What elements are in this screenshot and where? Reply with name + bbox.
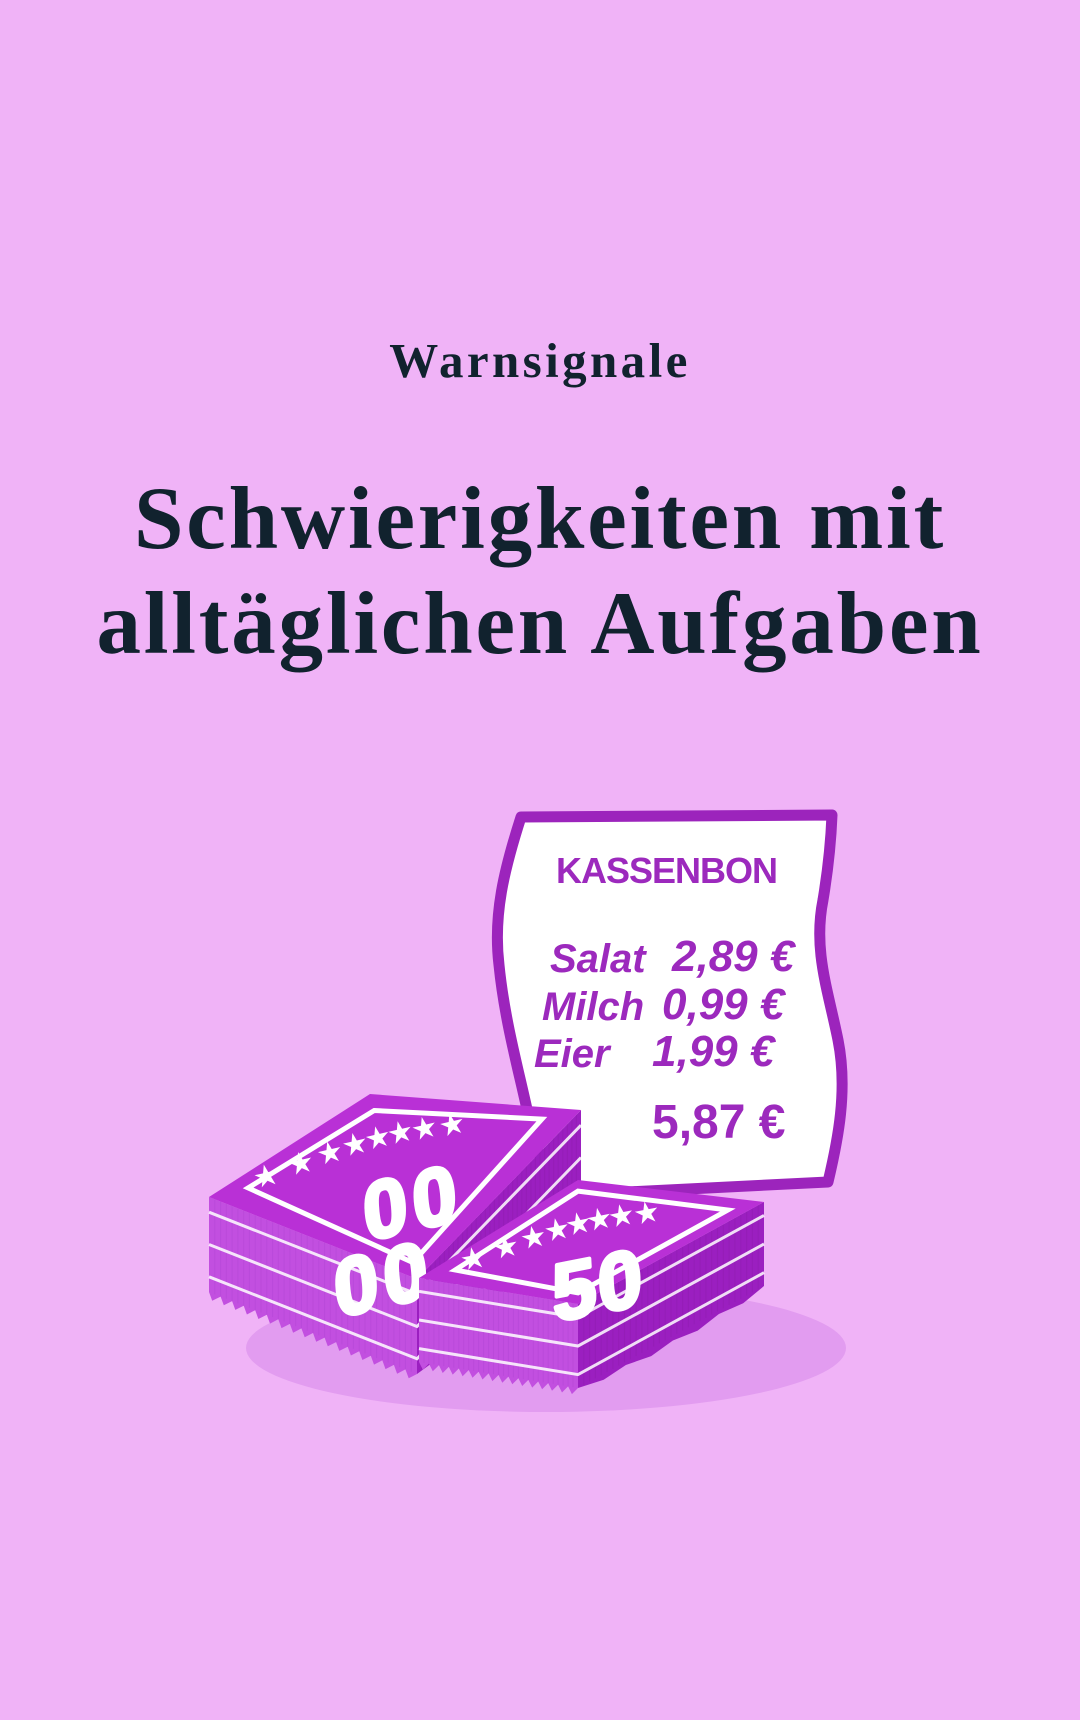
svg-text:50: 50 bbox=[550, 1232, 646, 1340]
